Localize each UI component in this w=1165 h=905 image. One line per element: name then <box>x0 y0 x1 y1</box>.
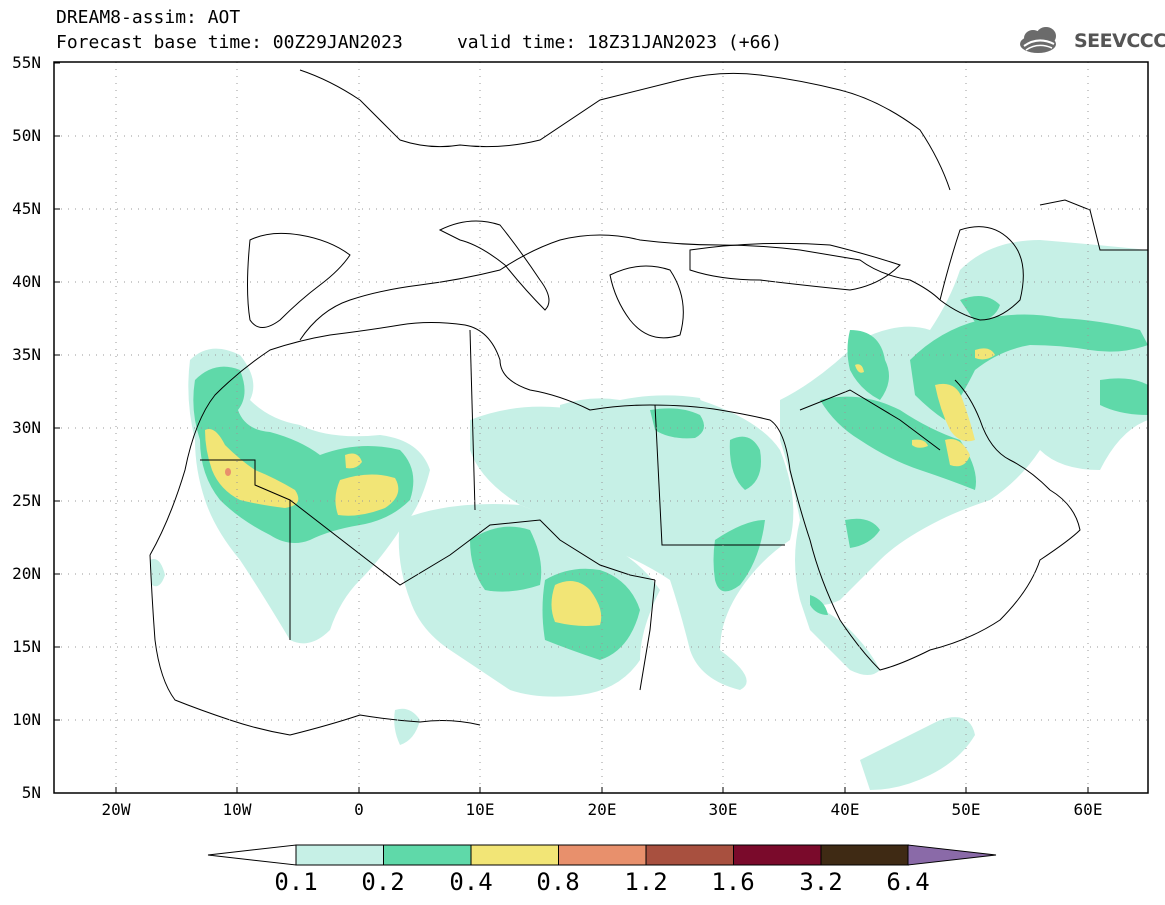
colorbar-label: 0.1 <box>274 868 318 896</box>
lat-label: 15N <box>12 637 41 656</box>
colorbar-label: 6.4 <box>886 868 930 896</box>
coastlines <box>149 69 1148 736</box>
lat-label: 35N <box>12 345 41 364</box>
lat-label: 40N <box>12 272 41 291</box>
forecast-time-info: Forecast base time: 00Z29JAN2023 valid t… <box>56 32 783 53</box>
lon-label: 10W <box>222 800 252 819</box>
lon-label: 20E <box>587 800 617 819</box>
colorbar-label: 1.2 <box>624 868 668 896</box>
lon-label: 0 <box>354 800 364 819</box>
colorbar-label: 0.4 <box>449 868 493 896</box>
logo-text: SEEVCCC <box>1074 30 1165 52</box>
lon-label: 20W <box>101 800 131 819</box>
colorbar-label: 3.2 <box>799 868 843 896</box>
grid-lines <box>54 62 1148 793</box>
lat-label: 5N <box>21 783 41 802</box>
lat-label: 10N <box>12 710 41 729</box>
lon-label: 10E <box>465 800 495 819</box>
axis-ticks <box>54 62 1089 793</box>
map-title: DREAM8-assim: AOT <box>56 7 241 28</box>
colorbar-label: 1.6 <box>711 868 755 896</box>
aot-layer-0.8 <box>225 468 231 476</box>
colorbar-label: 0.2 <box>361 868 405 896</box>
aot-layer-0.4 <box>205 348 995 626</box>
lat-label: 45N <box>12 199 41 218</box>
lat-label: 55N <box>12 53 41 72</box>
lon-label: 40E <box>830 800 860 819</box>
seevccc-logo-icon <box>1020 27 1056 53</box>
lon-label: 50E <box>951 800 981 819</box>
lon-label: 60E <box>1073 800 1103 819</box>
lat-label: 30N <box>12 418 41 437</box>
lat-label: 50N <box>12 126 41 145</box>
lat-label: 20N <box>12 564 41 583</box>
lat-label: 25N <box>12 491 41 510</box>
lon-label: 30E <box>708 800 738 819</box>
colorbar-label: 0.8 <box>536 868 580 896</box>
